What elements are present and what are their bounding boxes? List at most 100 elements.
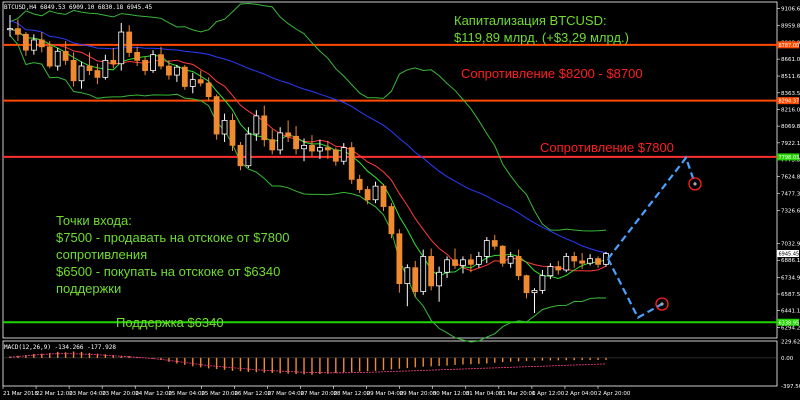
- x-tick-label: 2 Apr 20:00: [598, 391, 631, 397]
- candle: [277, 127, 284, 155]
- candle-body: [54, 50, 61, 67]
- candle-body: [436, 271, 443, 287]
- candle: [309, 135, 315, 157]
- candle: [539, 270, 546, 294]
- x-tick-label: 2 Apr 04:00: [565, 391, 598, 397]
- candle: [348, 141, 355, 184]
- candle-body: [515, 256, 522, 277]
- candle-body: [595, 258, 601, 265]
- candle: [102, 54, 109, 80]
- candle-body: [261, 115, 268, 141]
- candle: [197, 70, 204, 87]
- candle: [468, 254, 474, 273]
- candle: [404, 264, 411, 307]
- macd-y-tick-label: 229.621: [781, 340, 800, 346]
- candle: [436, 266, 443, 302]
- candle-body: [46, 46, 53, 67]
- candle: [563, 253, 570, 273]
- candle: [181, 64, 188, 90]
- candle-body: [166, 65, 172, 76]
- candle-body: [340, 147, 347, 162]
- candle-body: [531, 290, 538, 294]
- candle: [213, 94, 220, 140]
- candle: [269, 129, 276, 155]
- forecast-path: [607, 155, 697, 260]
- candle-body: [444, 259, 450, 273]
- candle-body: [78, 65, 85, 82]
- candle: [173, 64, 180, 82]
- candle-body: [62, 50, 69, 61]
- price-tag: [777, 41, 799, 49]
- candle: [475, 251, 482, 268]
- candle: [452, 248, 458, 269]
- candle: [134, 46, 141, 67]
- candle: [595, 256, 601, 268]
- candle: [460, 256, 466, 274]
- candle-body: [173, 66, 180, 76]
- support-label: Поддержка $6340: [116, 315, 224, 330]
- entry-line-4: $6500 - покупать на отскоке от $6340: [56, 264, 281, 279]
- candle-body: [380, 185, 387, 207]
- ma-blue: [9, 20, 607, 254]
- candle-body: [253, 115, 260, 135]
- x-tick-label: 25 Mar 04:00: [168, 391, 205, 397]
- candle: [491, 234, 498, 250]
- candle-body: [587, 258, 594, 264]
- price-tag-label: 8294.37: [779, 99, 800, 105]
- candle: [15, 19, 21, 42]
- candle: [166, 60, 172, 80]
- candle: [515, 249, 522, 281]
- candle-body: [475, 256, 482, 265]
- candle-body: [229, 120, 236, 146]
- candle-body: [221, 120, 228, 135]
- candle-body: [134, 52, 141, 61]
- candle-body: [539, 275, 546, 291]
- x-tick-label: 1 Apr 12:00: [532, 391, 565, 397]
- candle: [245, 127, 252, 169]
- candle: [364, 186, 371, 205]
- y-tick-label: 6886.10: [781, 258, 800, 264]
- candle: [507, 251, 514, 268]
- candle: [110, 47, 117, 69]
- x-tick-label: 26 Mar 12:00: [234, 391, 271, 397]
- price-tag: [777, 97, 799, 105]
- x-tick-label: 30 Mar 12:00: [433, 391, 470, 397]
- x-tick-label: 23 Mar 04:00: [69, 391, 106, 397]
- x-tick-label: 31 Mar 20:00: [499, 391, 536, 397]
- entry-line-2: $7500 - продавать на отскоке от $7800: [56, 230, 290, 245]
- candle: [229, 113, 236, 152]
- y-tick-label: 6734.95: [781, 275, 800, 281]
- candle-body: [523, 275, 530, 294]
- candle: [253, 110, 260, 141]
- y-tick-label: 8661.05: [781, 57, 800, 63]
- candle: [285, 120, 292, 142]
- candle-body: [563, 256, 570, 271]
- price-panel-frame: [2, 1, 778, 339]
- candle-body: [555, 266, 562, 271]
- candle-body: [277, 132, 284, 151]
- x-tick-label: 23 Mar 20:00: [102, 391, 139, 397]
- candle: [54, 47, 61, 71]
- bollinger-upper: [9, 2, 607, 232]
- candle: [579, 253, 586, 269]
- candle-body: [468, 259, 474, 265]
- candle-body: [364, 189, 371, 201]
- candle: [356, 174, 363, 193]
- candle-body: [356, 178, 363, 190]
- candle: [587, 254, 594, 266]
- candle: [428, 248, 435, 291]
- ma-green: [9, 28, 607, 280]
- candle-body: [142, 59, 148, 71]
- candle-body: [110, 59, 117, 65]
- candle: [221, 113, 228, 142]
- candle-body: [301, 144, 307, 150]
- y-tick-label: 8363.55: [781, 91, 800, 97]
- candle: [324, 140, 331, 159]
- x-tick-label: 27 Mar 20:00: [301, 391, 338, 397]
- candle-body: [197, 79, 204, 84]
- candle: [38, 32, 45, 53]
- candle: [555, 260, 562, 275]
- candle-body: [205, 82, 212, 98]
- candle-body: [15, 28, 21, 35]
- ma-red: [9, 28, 607, 272]
